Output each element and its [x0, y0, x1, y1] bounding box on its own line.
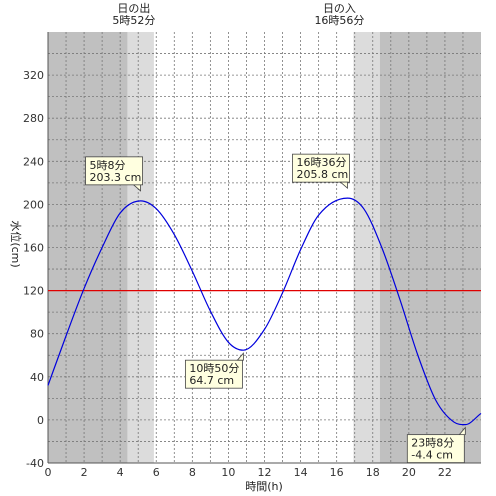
callout-level: -4.4 cm: [411, 449, 453, 462]
callout-box: [406, 434, 465, 464]
sunset-title: 日の入: [323, 2, 356, 15]
y-tick-label: 320: [23, 69, 44, 82]
y-tick-label: -40: [26, 457, 44, 470]
callout-box: [292, 153, 350, 183]
x-tick-label: 10: [221, 466, 235, 479]
callout-box: [85, 156, 143, 186]
x-tick-label: 14: [294, 466, 308, 479]
x-tick-label: 22: [438, 466, 452, 479]
x-tick-label: 0: [45, 466, 52, 479]
callout-pointer: [458, 426, 466, 436]
callout-level: 64.7 cm: [189, 374, 234, 387]
x-tick-label: 12: [258, 466, 272, 479]
callout-time: 5時8分: [90, 159, 126, 172]
callout-box: [184, 359, 243, 389]
callout-level: 203.3 cm: [90, 171, 142, 184]
sunrise-title: 日の出: [117, 1, 150, 15]
y-tick-label: 160: [23, 242, 44, 255]
x-tick-label: 16: [330, 466, 344, 479]
x-tick-label: 2: [81, 466, 88, 479]
y-tick-label: 0: [37, 414, 44, 427]
y-tick-label: 80: [30, 328, 44, 341]
y-tick-label: 200: [23, 198, 44, 211]
y-tick-label: 40: [30, 371, 44, 384]
sunset-time: 16時56分: [314, 14, 364, 27]
x-tick-label: 6: [153, 466, 160, 479]
y-tick-label: 120: [23, 285, 44, 298]
callout-pointer: [339, 181, 348, 190]
x-axis-label: 時間(h): [245, 480, 283, 493]
x-tick-label: 18: [366, 466, 380, 479]
low-tide-callout: 23時8分-4.4 cm: [406, 426, 466, 464]
x-tick-label: 8: [189, 466, 196, 479]
callout-pointer: [132, 184, 141, 192]
callout-time: 16時36分: [296, 156, 346, 169]
x-tick-label: 4: [117, 466, 124, 479]
y-axis-label: 水位(cm): [9, 220, 23, 267]
sunrise-time: 5時52分: [112, 14, 155, 27]
callout-level: 205.8 cm: [296, 168, 348, 181]
x-tick-label: 20: [402, 466, 416, 479]
tide-curve: [47, 197, 482, 426]
y-tick-label: 280: [23, 112, 44, 125]
callout-time: 10時50分: [189, 362, 239, 375]
callout-time: 23時8分: [411, 437, 454, 450]
y-tick-label: 240: [23, 155, 44, 168]
callout-pointer: [236, 352, 244, 361]
